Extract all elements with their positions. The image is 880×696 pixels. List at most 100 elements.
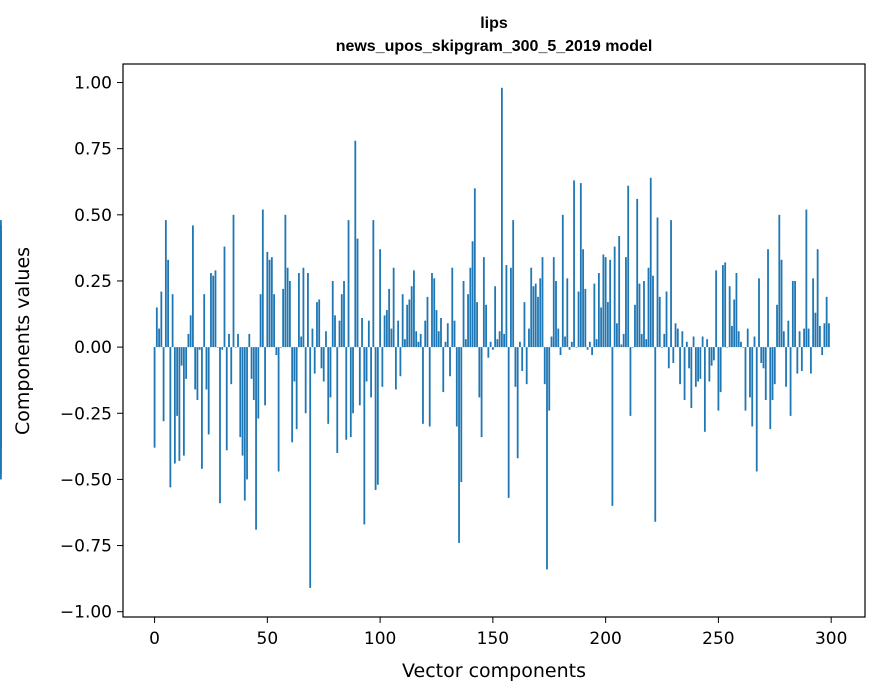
bar [782,331,785,348]
bar [388,288,391,348]
bar [406,304,409,348]
bar [401,294,404,348]
bar [410,286,413,348]
bar [688,347,690,369]
bar [318,299,321,348]
bar [737,331,740,348]
bar [733,299,736,348]
bar [561,214,564,348]
bar [809,347,812,374]
bar [192,225,194,348]
bar [825,296,828,348]
bar [489,341,492,348]
bar [494,286,497,348]
bar [282,288,285,348]
bar [552,257,555,348]
bar [807,328,810,348]
x-tick-label: 300 [815,629,847,649]
bar [451,267,454,348]
bar [426,296,429,348]
bar [482,257,485,348]
chart-subtitle: news_upos_skipgram_300_5_2019 model [336,38,653,55]
bar [568,347,571,350]
bar [505,265,508,348]
bar [162,347,165,422]
bar [758,278,760,348]
bar [237,333,239,348]
bar [627,185,630,348]
bar [649,177,652,348]
bar [796,347,799,374]
bar [225,347,228,451]
bar [523,302,526,348]
y-tick-label: −0.75 [60,537,112,557]
bar [243,347,246,501]
bar [198,347,201,350]
bar [309,347,312,588]
bar [584,288,587,348]
bar [257,347,260,419]
bar [210,273,212,348]
bar [234,347,237,348]
bar [277,347,280,472]
bar [593,283,596,348]
bar [778,214,781,348]
bar [577,291,580,348]
bar [248,333,251,348]
bar [701,336,704,348]
bar [755,347,758,472]
bar [295,347,298,430]
bar [557,328,560,348]
bar [530,267,533,348]
bar [694,347,697,387]
x-axis-label: Vector components [402,660,586,682]
bar [740,341,742,348]
bar [390,328,393,348]
bar [311,328,314,348]
bar [773,347,776,385]
bar [300,336,303,348]
bar [471,241,474,348]
bar [654,347,657,522]
bar [606,302,609,348]
bar [618,235,621,348]
bar [361,318,363,348]
bar [155,307,158,348]
bar [645,339,648,348]
bar [712,347,715,361]
bar [528,328,530,348]
bar [690,347,693,408]
bar [798,331,801,348]
y-tick-label: −0.25 [60,404,112,424]
bar [363,347,366,525]
x-tick-label: 100 [364,629,396,649]
bar [261,209,264,348]
bar [787,320,790,348]
x-tick-label: 0 [149,629,160,649]
bar [663,333,666,348]
bar [374,347,377,490]
bar [803,328,805,348]
bar [647,267,650,348]
bar [638,283,641,348]
bar [681,331,684,348]
bar [478,347,481,398]
bar [507,347,510,498]
x-tick-label: 150 [477,629,509,649]
bar [347,220,350,348]
bar [171,294,174,348]
bar [586,347,589,350]
bar [415,331,418,348]
bar [221,347,224,350]
bar [498,331,501,348]
bar [643,280,645,348]
bar [674,323,677,348]
bar [771,347,774,401]
bar [726,347,729,348]
bar [345,347,348,440]
bar [699,347,702,379]
bar [749,347,751,398]
bar [453,320,456,348]
bar [440,318,442,348]
bar [789,347,792,416]
